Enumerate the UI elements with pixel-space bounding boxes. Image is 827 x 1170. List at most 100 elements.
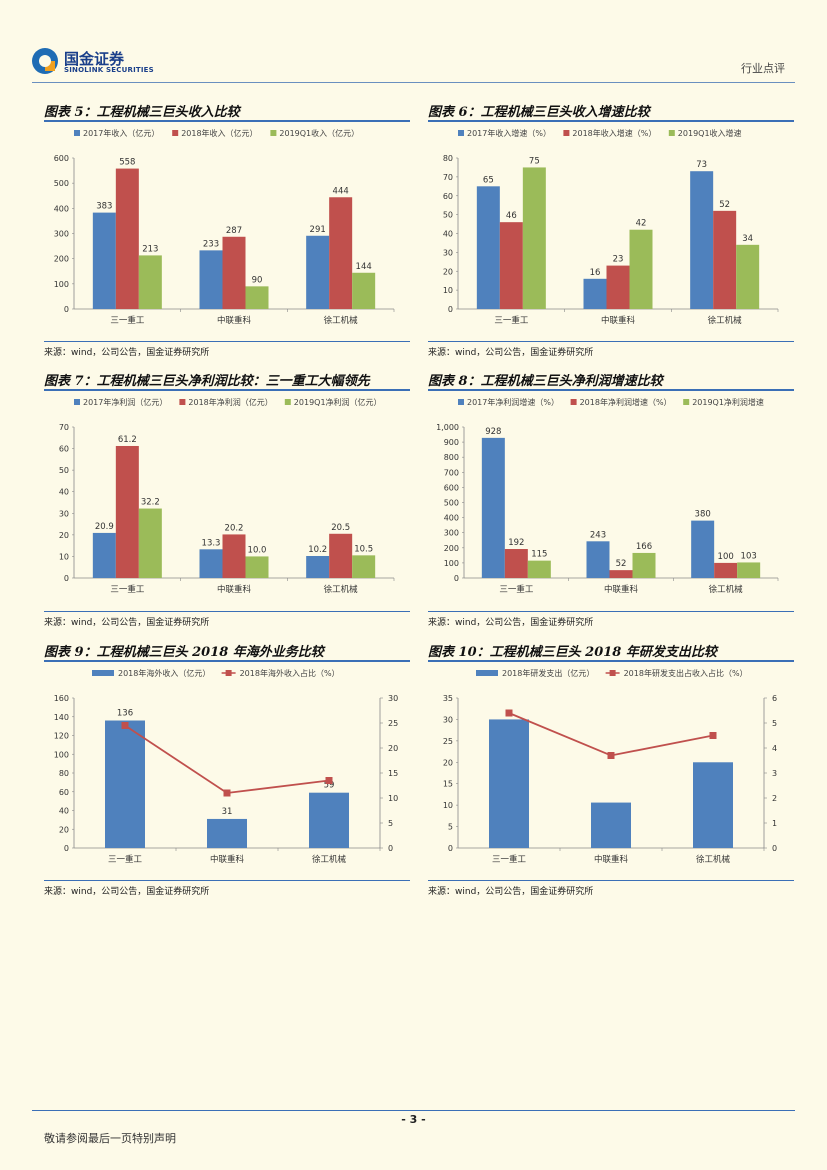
y-tick-label: 300: [444, 529, 459, 538]
data-label: 10.5: [354, 544, 373, 554]
bar-0-1: [199, 250, 223, 309]
chart-legend: 2017年收入增速（%） 2018年收入增速（%） 2019Q1收入增速: [458, 128, 742, 138]
x-tick-label: 三一重工: [492, 854, 527, 865]
y2-tick-label: 20: [388, 744, 398, 753]
y2-tick-label: 0: [772, 844, 777, 853]
legend-swatch: [570, 399, 577, 405]
y-tick-label: 20: [443, 267, 453, 276]
y-tick-label: 600: [54, 154, 69, 163]
data-label: 243: [590, 530, 606, 540]
data-label: 90: [252, 275, 263, 285]
y2-tick-label: 5: [772, 719, 777, 728]
y-tick-label: 100: [54, 750, 69, 759]
bar-0-1: [199, 549, 223, 578]
figure-5-source: 来源：wind，公司公告，国金证券研究所: [44, 348, 210, 358]
figure-9-chart: 2018年海外收入（亿元） 2018年海外收入占比（%） 0 20 40 60 80 100 1…: [44, 664, 410, 878]
data-label: 213: [142, 244, 158, 254]
figure-6-title: 图表 6：工程机械三巨头收入增速比较: [428, 105, 650, 120]
bar-2: [693, 762, 733, 848]
chart-0-svg: 2017年收入（亿元） 2018年收入（亿元） 2019Q1收入（亿元） 0 100 20…: [54, 128, 395, 326]
figure-6-source: 来源：wind，公司公告，国金证券研究所: [428, 348, 594, 358]
y-tick-label: 0: [64, 574, 69, 583]
legend-label: 2018年净利润（亿元）: [188, 397, 272, 407]
data-label: 383: [96, 202, 112, 212]
data-label: 233: [203, 239, 219, 249]
bar-1-0: [504, 549, 528, 578]
figure-5-chart: 2017年收入（亿元） 2018年收入（亿元） 2019Q1收入（亿元） 0 100 20…: [44, 124, 410, 339]
legend-swatch: [172, 130, 179, 136]
data-label: 20.2: [225, 523, 244, 533]
y-tick-label: 1,000: [436, 423, 459, 432]
data-label: 61.2: [118, 435, 137, 445]
legend-swatch: [668, 130, 675, 136]
figure-5-title: 图表 5：工程机械三巨头收入比较: [44, 105, 240, 120]
legend-swatch: [270, 130, 277, 136]
line-point-2: [325, 777, 333, 784]
figure-7-title-rule: [44, 389, 410, 391]
bar-0-1: [583, 278, 607, 309]
bar-2-1: [632, 552, 656, 578]
data-label: 928: [485, 427, 501, 437]
data-label: 166: [636, 542, 652, 552]
bar-0-2: [306, 235, 330, 309]
data-label: 73: [696, 160, 707, 170]
footer-divider: [32, 1110, 795, 1111]
data-label: 75: [529, 156, 540, 166]
legend-label: 2019Q1净利润增速: [692, 397, 764, 407]
y-tick-label: 80: [59, 769, 69, 778]
bar-2-0: [138, 255, 162, 309]
legend-swatch: [458, 399, 464, 405]
y-tick-label: 10: [59, 552, 69, 561]
y2-tick-label: 10: [388, 794, 398, 803]
figure-10-title: 图表 10：工程机械三巨头 2018 年研发支出比较: [428, 645, 717, 660]
logo-mark-icon: [32, 48, 58, 74]
legend-swatch: [476, 670, 498, 676]
chart-1-svg: 2017年收入增速（%） 2018年收入增速（%） 2019Q1收入增速 0 10 20 3…: [443, 128, 779, 326]
y-tick-label: 30: [443, 715, 453, 724]
chart-2-svg: 2017年净利润（亿元） 2018年净利润（亿元） 2019Q1净利润（亿元） 0 10…: [59, 397, 395, 595]
y-tick-label: 200: [54, 255, 69, 264]
legend-label: 2018年海外收入占比（%）: [240, 668, 340, 678]
line-series: [124, 724, 330, 794]
y2-tick-label: 25: [388, 719, 398, 728]
x-tick-label: 中联重科: [601, 315, 636, 326]
x-tick-label: 徐工机械: [696, 854, 731, 865]
y2-tick-label: 3: [772, 769, 777, 778]
bar-0-2: [306, 555, 330, 578]
line-point-1: [223, 789, 231, 797]
data-label: 46: [506, 211, 517, 221]
y-tick-label: 200: [444, 544, 459, 553]
data-label: 13.3: [202, 538, 221, 548]
y-tick-label: 50: [443, 211, 453, 220]
data-label: 287: [226, 226, 242, 236]
company-logo: 国金证券 SINOLINK SECURITIES: [32, 48, 162, 78]
x-tick-label: 三一重工: [110, 315, 145, 326]
y-tick-label: 500: [444, 499, 459, 508]
data-label: 20.5: [331, 523, 350, 533]
x-tick-label: 徐工机械: [324, 584, 359, 595]
y-tick-label: 160: [54, 694, 69, 703]
data-label: 31: [222, 807, 233, 817]
line-series: [508, 712, 714, 757]
y-tick-label: 120: [54, 732, 69, 741]
bar-0-0: [476, 186, 500, 309]
legend-swatch: [458, 130, 464, 136]
bar-0-2: [691, 520, 715, 578]
figure-7-source-rule: [44, 611, 410, 612]
figure-6-source-rule: [428, 341, 794, 342]
x-tick-label: 徐工机械: [312, 854, 347, 865]
y-tick-label: 60: [59, 445, 69, 454]
bar-2-2: [737, 562, 761, 578]
logo-name-en: SINOLINK SECURITIES: [64, 66, 154, 74]
bar-0: [489, 719, 529, 848]
figure-9-source: 来源：wind，公司公告，国金证券研究所: [44, 887, 210, 897]
figure-7-title: 图表 7：工程机械三巨头净利润比较：三一重工大幅领先: [44, 374, 370, 389]
bar-1-0: [499, 222, 523, 309]
bar-2-0: [138, 508, 162, 578]
data-label: 34: [742, 234, 753, 244]
y-tick-label: 60: [59, 788, 69, 797]
y-tick-label: 70: [443, 173, 453, 182]
y-tick-label: 10: [443, 286, 453, 295]
data-label: 32.2: [141, 498, 160, 508]
bar-2-1: [245, 556, 269, 578]
